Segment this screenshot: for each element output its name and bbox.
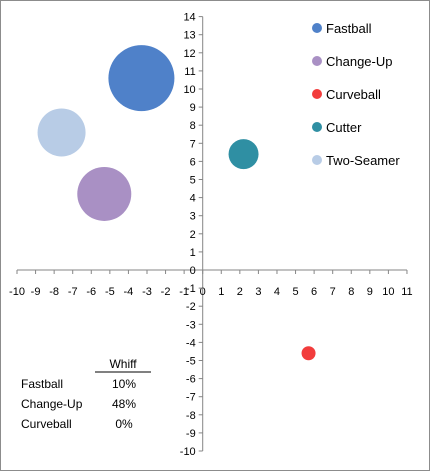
x-tick-label: 0: [200, 286, 206, 298]
x-tick-label: -7: [68, 286, 78, 298]
y-tick-label: 0: [190, 265, 196, 277]
y-tick-label: -4: [186, 337, 196, 349]
x-tick-label: -2: [161, 286, 171, 298]
x-tick-label: 11: [401, 286, 412, 298]
x-tick-label: 3: [255, 286, 261, 298]
legend-label: Curveball: [326, 87, 381, 102]
bubble-curveball: [301, 346, 316, 361]
y-tick-label: 3: [190, 211, 196, 223]
y-tick-label: -5: [186, 356, 196, 368]
legend-label: Two-Seamer: [326, 153, 400, 168]
x-tick-label: 5: [292, 286, 298, 298]
x-tick-label: 10: [382, 286, 394, 298]
x-tick-label: -8: [49, 286, 59, 298]
x-tick-label: -10: [9, 286, 25, 298]
y-tick-label: -8: [186, 410, 196, 422]
x-tick-label: 2: [237, 286, 243, 298]
y-tick-label: 13: [183, 30, 195, 42]
y-tick-label: -10: [180, 446, 196, 458]
y-tick-label: -3: [186, 319, 196, 331]
bubbles: [37, 45, 316, 361]
x-tick-label: -9: [31, 286, 41, 298]
y-tick-label: 10: [183, 84, 195, 96]
x-tick-label: -3: [142, 286, 152, 298]
legend-marker: [312, 23, 322, 33]
bubble-two-seamer: [37, 108, 86, 157]
x-tick-label: -1: [179, 286, 189, 298]
y-tick-label: 12: [183, 48, 195, 60]
legend-label: Fastball: [326, 21, 372, 36]
table-row-value: 48%: [112, 397, 136, 411]
y-tick-label: -6: [186, 374, 196, 386]
x-tick-label: 7: [330, 286, 336, 298]
legend: Fastball Change-Up Curveball Cutter Two-Seam…: [312, 21, 400, 168]
y-tick-label: -2: [186, 301, 196, 313]
x-tick-label: -4: [124, 286, 134, 298]
bubble-cutter: [228, 139, 259, 170]
y-tick-label: 9: [190, 102, 196, 114]
y-tick-label: 1: [190, 247, 196, 259]
legend-label: Cutter: [326, 120, 362, 135]
table-row-label: Fastball: [21, 377, 63, 391]
x-tick-label: -6: [86, 286, 96, 298]
legend-marker: [312, 89, 322, 99]
table-row-value: 0%: [115, 417, 133, 431]
bubble-fastball: [108, 45, 175, 112]
y-tick-label: 8: [190, 120, 196, 132]
x-tick-label: 6: [311, 286, 317, 298]
table-header: Whiff: [109, 357, 137, 371]
y-tick-label: 2: [190, 229, 196, 241]
legend-marker: [312, 155, 322, 165]
x-tick-label: 9: [367, 286, 373, 298]
legend-marker: [312, 56, 322, 66]
legend-label: Change-Up: [326, 54, 393, 69]
y-tick-label: 14: [183, 12, 195, 24]
y-tick-label: 6: [190, 156, 196, 168]
axes: -10 -9 -8 -7 -6 -5 -4 -3 -2 -1 0 1 2 3 4 5 6 7 8 9 10 11-10-9…: [9, 12, 413, 458]
y-tick-label: -9: [186, 428, 196, 440]
y-tick-label: 7: [190, 138, 196, 150]
y-tick-label: 5: [190, 175, 196, 187]
y-tick-label: 4: [190, 193, 196, 205]
table-row-label: Change-Up: [21, 397, 83, 411]
x-tick-label: 4: [274, 286, 280, 298]
table-row-value: 10%: [112, 377, 136, 391]
whiff-table: Whiff Fastball 10% Change-Up 48% Curveba…: [21, 357, 151, 431]
x-tick-label: -5: [105, 286, 115, 298]
table-row-label: Curveball: [21, 417, 72, 431]
x-tick-label: 1: [218, 286, 224, 298]
legend-marker: [312, 122, 322, 132]
bubble-change-up: [77, 166, 132, 221]
x-tick-label: 8: [348, 286, 354, 298]
y-tick-label: -7: [186, 392, 196, 404]
y-tick-label: -1: [186, 283, 196, 295]
y-tick-label: 11: [184, 66, 195, 78]
